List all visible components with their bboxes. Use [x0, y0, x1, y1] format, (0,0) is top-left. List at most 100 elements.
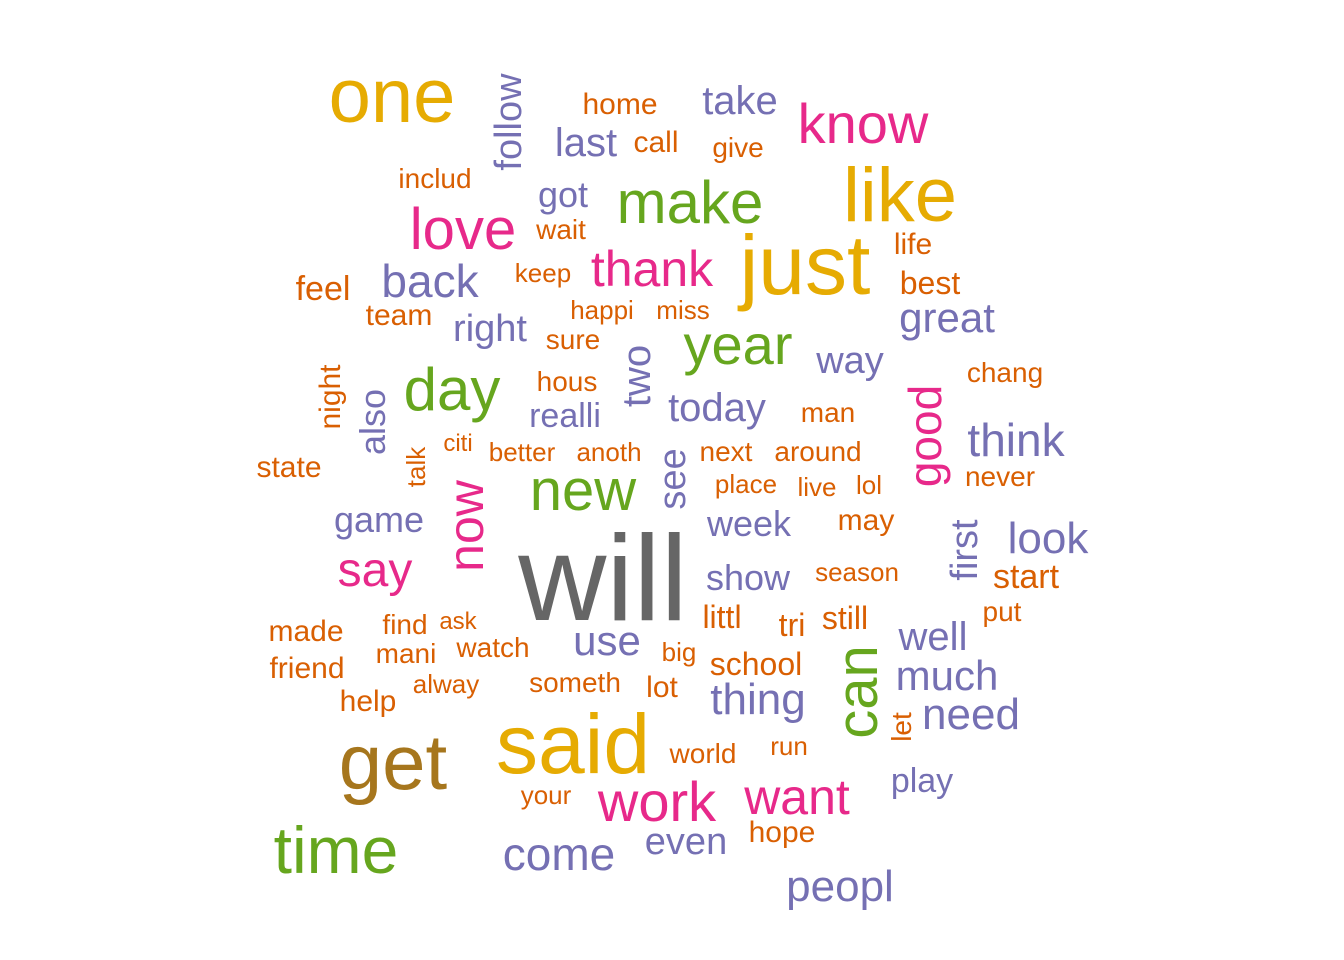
word: sure — [545, 324, 601, 355]
word: next — [699, 436, 753, 467]
word: mani — [375, 638, 437, 669]
word: talk — [401, 446, 431, 488]
word: well — [898, 615, 968, 659]
word: may — [837, 504, 895, 537]
word: even — [644, 821, 728, 863]
word: love — [409, 197, 517, 262]
word: show — [705, 557, 791, 598]
word: wait — [536, 214, 586, 245]
word: come — [502, 828, 616, 880]
word: alway — [412, 669, 480, 699]
word: think — [967, 414, 1065, 466]
word: season — [815, 557, 899, 587]
word: place — [714, 469, 778, 499]
word: friend — [269, 652, 345, 685]
word: like — [842, 153, 958, 238]
word: someth — [529, 667, 621, 698]
word: start — [992, 558, 1060, 596]
word: state — [256, 451, 322, 484]
word: want — [744, 769, 850, 825]
word: big — [661, 637, 697, 667]
word: world — [669, 738, 737, 769]
word: great — [899, 294, 995, 341]
word: includ — [398, 163, 472, 194]
word: use — [573, 617, 641, 664]
word: work — [597, 770, 717, 833]
word: let — [886, 712, 917, 742]
word: hope — [748, 816, 816, 849]
word: put — [982, 596, 1022, 627]
word: much — [895, 652, 999, 699]
word: anoth — [576, 437, 642, 467]
word: get — [338, 718, 448, 806]
word: know — [797, 92, 929, 155]
word: watch — [456, 632, 530, 663]
word: make — [616, 169, 764, 236]
word: lol — [855, 470, 883, 500]
word: life — [893, 228, 933, 261]
word: miss — [656, 295, 710, 325]
word: your — [520, 780, 572, 810]
word: say — [337, 544, 413, 597]
word: around — [774, 436, 862, 467]
word: two — [615, 344, 659, 408]
word: chang — [966, 357, 1044, 388]
word: never — [964, 461, 1036, 492]
word: night — [314, 364, 347, 430]
word: look — [1007, 514, 1089, 563]
word: back — [381, 255, 479, 307]
word: better — [488, 437, 556, 467]
word: still — [821, 600, 869, 636]
word: keep — [514, 258, 572, 288]
word: see — [652, 448, 694, 510]
word: today — [668, 386, 766, 430]
word: said — [495, 697, 651, 791]
word: need — [922, 690, 1020, 739]
word: hous — [536, 366, 598, 397]
word: man — [800, 397, 856, 428]
word: can — [825, 645, 890, 739]
word: run — [770, 731, 808, 761]
word: best — [899, 265, 961, 301]
word: give — [712, 132, 764, 163]
word: time — [273, 813, 399, 887]
word: new — [529, 458, 637, 523]
word: school — [709, 646, 803, 682]
word: made — [268, 615, 344, 648]
word: live — [797, 472, 837, 502]
word: first — [944, 519, 986, 581]
word: help — [339, 685, 397, 718]
word: now — [438, 480, 494, 572]
word: thing — [710, 675, 806, 724]
word: play — [890, 762, 954, 800]
word: will — [518, 510, 688, 646]
word: follow — [488, 73, 530, 171]
word: citi — [443, 430, 473, 457]
word: game — [333, 499, 425, 540]
word: realli — [529, 397, 601, 435]
word: just — [739, 218, 871, 312]
word: one — [328, 54, 456, 139]
word: take — [702, 79, 778, 123]
word: got — [537, 174, 589, 215]
word: ask — [439, 608, 477, 635]
word: lot — [646, 671, 678, 704]
word: call — [633, 126, 679, 159]
word: week — [706, 503, 792, 544]
word: day — [403, 356, 501, 423]
word: littl — [702, 599, 742, 635]
word: last — [554, 121, 618, 165]
word: also — [352, 388, 393, 456]
word: find — [382, 609, 428, 640]
word: happi — [570, 295, 634, 325]
word: tri — [778, 607, 806, 643]
word: thank — [590, 241, 714, 297]
word: year — [683, 313, 793, 376]
word: good — [899, 384, 951, 488]
word: team — [365, 299, 433, 332]
word: home — [582, 88, 658, 121]
word: peopl — [786, 862, 894, 911]
word: way — [816, 340, 884, 382]
word: right — [453, 308, 527, 350]
